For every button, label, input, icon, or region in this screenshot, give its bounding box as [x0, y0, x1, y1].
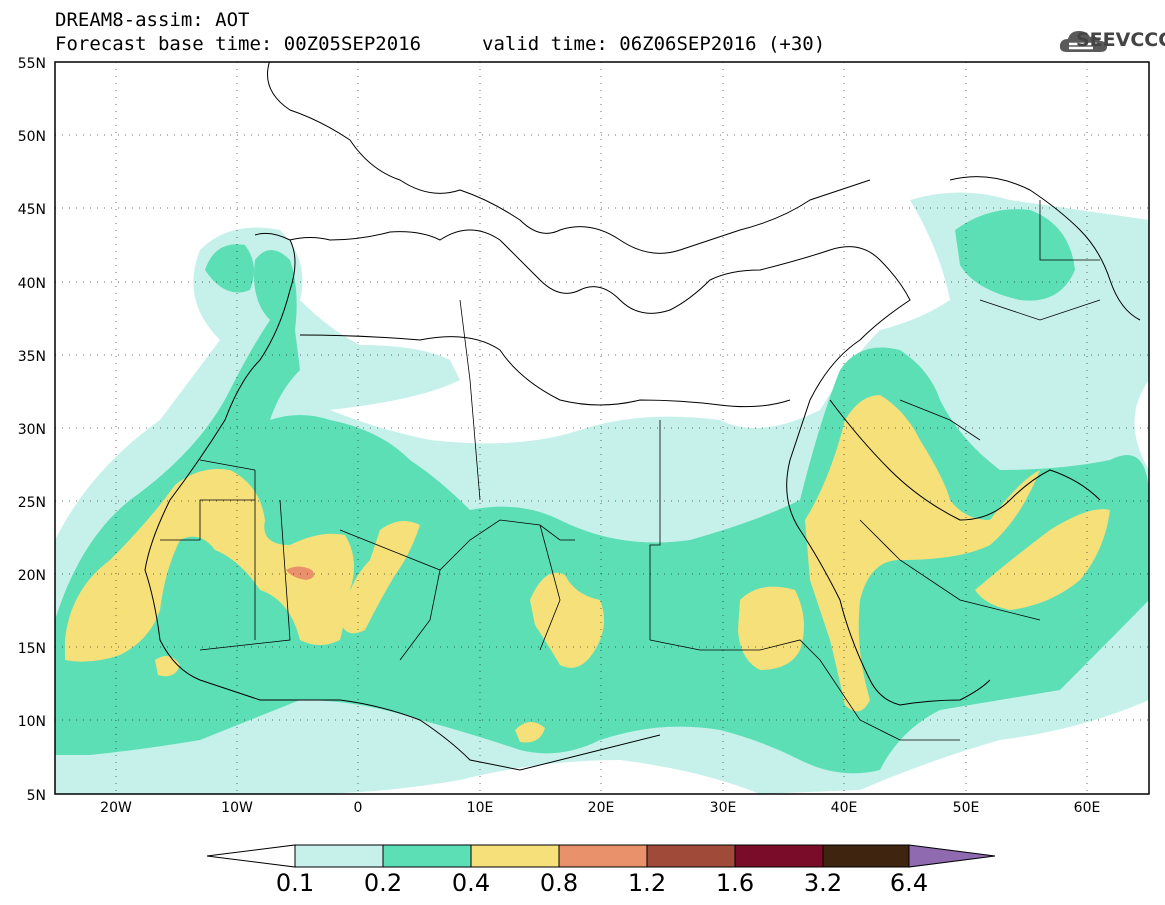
logo-text: SEEVCCC [1076, 29, 1165, 51]
lat-label: 15N [18, 641, 46, 657]
lat-label: 45N [18, 202, 46, 218]
aot-contour-0.4-nile [738, 586, 804, 670]
lat-label: 40N [18, 276, 46, 292]
lat-label: 55N [18, 56, 46, 72]
colorbar-bin [734, 844, 824, 868]
colorbar-label: 6.4 [889, 869, 929, 897]
valid-time: valid time: 06Z06SEP2016 (+30) [482, 33, 826, 55]
lat-label: 20N [18, 568, 46, 584]
colorbar-label: 0.8 [539, 869, 579, 897]
lat-label: 5N [27, 788, 46, 804]
aot-contour-0.4-oman [975, 509, 1110, 610]
forecast-base-time: Forecast base time: 00Z05SEP2016 [55, 33, 422, 55]
aot-contour-0.4-arabia [805, 395, 1040, 712]
map-title: DREAM8-assim: AOT [55, 9, 250, 31]
colorbar-bin [558, 844, 648, 868]
lon-label: 0 [354, 800, 363, 816]
country-borders [160, 200, 1101, 741]
lon-label: 30E [710, 800, 737, 816]
lon-label: 10W [221, 800, 253, 816]
lon-axis: 20W 10W 0 10E 20E 30E 40E 50E 60E [100, 800, 1100, 816]
colorbar-bin [294, 844, 384, 868]
lat-label: 35N [18, 349, 46, 365]
aot-contour-0.4-center [340, 521, 420, 634]
colorbar [206, 844, 996, 868]
lon-label: 60E [1074, 800, 1101, 816]
colorbar-label: 1.6 [715, 869, 755, 897]
colorbar-bin [646, 844, 736, 868]
colorbar-label: 3.2 [803, 869, 843, 897]
aot-contour-0.2-small [205, 244, 254, 293]
colorbar-bin [822, 844, 910, 868]
colorbar-bin [382, 844, 472, 868]
map-grid [55, 62, 1149, 794]
lon-label: 40E [831, 800, 858, 816]
aot-contour-0.2-caspian [955, 209, 1075, 301]
lat-axis: 55N 50N 45N 40N 35N 30N 25N 20N 15N 10N … [18, 56, 46, 804]
colorbar-label: 0.1 [275, 869, 315, 897]
map-frame [54, 61, 1150, 795]
lat-label: 30N [18, 422, 46, 438]
aot-contour-0.4-west [65, 469, 354, 662]
coastlines [144, 62, 1141, 771]
colorbar-over-arrow [908, 844, 996, 868]
colorbar-label: 0.2 [363, 869, 403, 897]
aot-contour-0.4-small1 [515, 721, 545, 743]
lat-label: 50N [18, 129, 46, 145]
cloud-logo-icon [1059, 31, 1107, 52]
colorbar-under-arrow [206, 844, 296, 868]
colorbar-label: 1.2 [627, 869, 667, 897]
aot-contour-0.4-nigeria [530, 572, 604, 668]
lon-label: 20W [100, 800, 132, 816]
lat-label: 25N [18, 495, 46, 511]
colorbar-label: 0.4 [451, 869, 491, 897]
colorbar-bin [470, 844, 560, 868]
lon-label: 50E [953, 800, 980, 816]
lat-label: 10N [18, 714, 46, 730]
lon-label: 10E [467, 800, 494, 816]
lon-label: 20E [588, 800, 615, 816]
aot-contour-0.8 [286, 566, 314, 580]
